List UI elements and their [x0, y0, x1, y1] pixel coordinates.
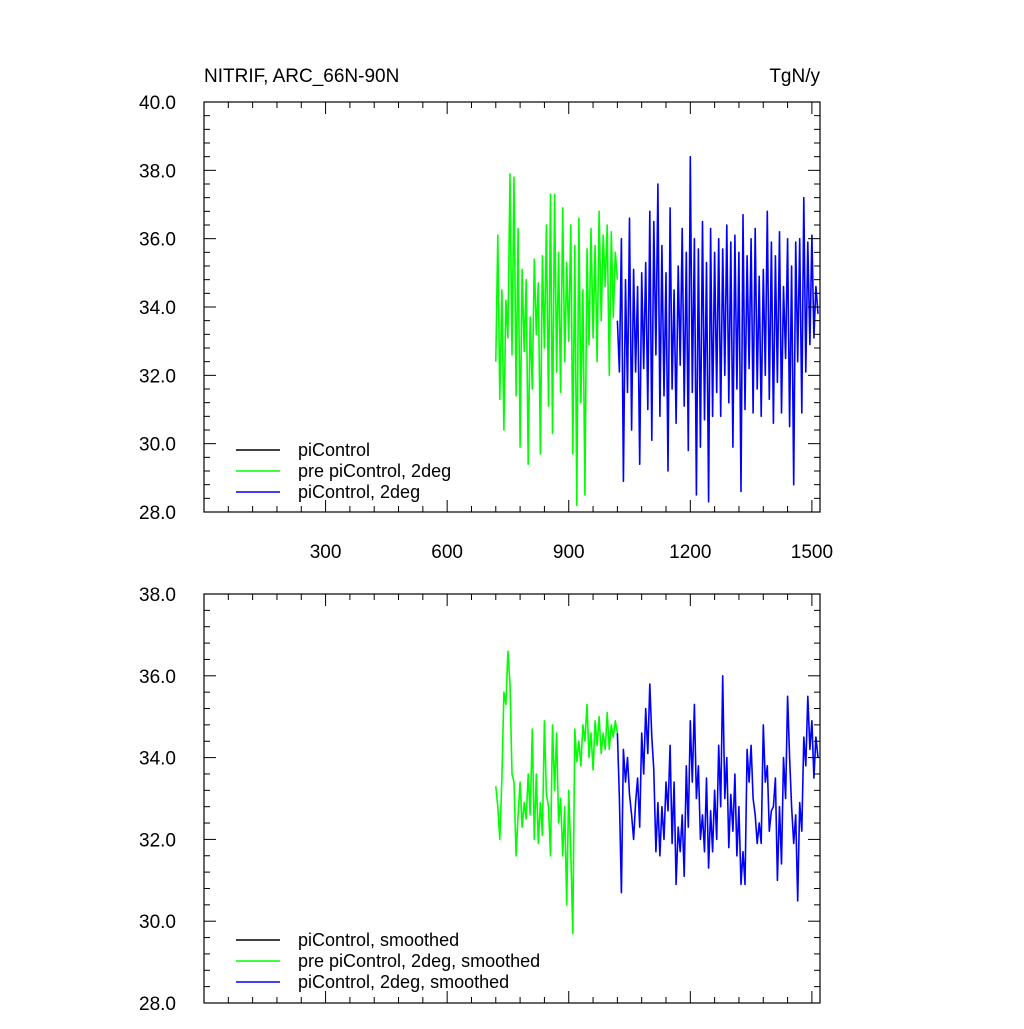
- top-legend-label: piControl: [298, 440, 370, 460]
- top-y-tick-label: 32.0: [139, 366, 176, 387]
- top-x-tick-label: 300: [310, 542, 342, 563]
- bottom-legend-label: piControl, smoothed: [298, 930, 459, 950]
- top-x-tick-label: 900: [553, 542, 585, 563]
- bottom-series-lines: [495, 650, 819, 935]
- bottom-y-tick-label: 28.0: [139, 994, 176, 1015]
- bottom-series-line-1: [495, 650, 619, 935]
- chart-title: NITRIF, ARC_66N-90N: [204, 66, 399, 87]
- bottom-panel: 28.0 30.0 32.0 34.0 36.0 38.0 piControl, smoo…: [139, 585, 821, 1015]
- top-panel: NITRIF, ARC_66N-90N TgN/y 28.0 30.0 32.0 34…: [139, 66, 833, 563]
- top-y-tick-label: 38.0: [139, 161, 176, 182]
- top-series-line-2: [616, 155, 819, 503]
- top-x-tick-label: 1200: [669, 542, 711, 563]
- units-label: TgN/y: [769, 66, 820, 87]
- bottom-axes: 28.0 30.0 32.0 34.0 36.0 38.0: [139, 585, 821, 1015]
- top-x-tick-label: 1500: [791, 542, 833, 563]
- top-y-tick-label: 30.0: [139, 435, 176, 456]
- top-y-tick-label: 28.0: [139, 503, 176, 524]
- top-series-line-1: [495, 173, 619, 506]
- bottom-y-tick-label: 36.0: [139, 667, 176, 688]
- bottom-y-tick-label: 38.0: [139, 585, 176, 606]
- bottom-plot-frame: [203, 593, 821, 1004]
- bottom-y-tick-label: 30.0: [139, 912, 176, 933]
- top-x-tick-label: 600: [431, 542, 463, 563]
- bottom-series-line-2: [616, 675, 819, 902]
- top-y-tick-label: 34.0: [139, 298, 176, 319]
- bottom-legend-label: pre piControl, 2deg, smoothed: [298, 951, 540, 971]
- top-legend-label: pre piControl, 2deg: [298, 461, 451, 481]
- top-legend-label: piControl, 2deg: [298, 482, 420, 502]
- bottom-y-tick-label: 32.0: [139, 830, 176, 851]
- bottom-legend-label: piControl, 2deg, smoothed: [298, 972, 509, 992]
- top-axes: 28.0 30.0 32.0 34.0 36.0 38.0 40.0 300 600 900 120…: [139, 93, 833, 563]
- top-series-lines: [495, 155, 819, 506]
- top-y-tick-label: 40.0: [139, 93, 176, 114]
- top-y-tick-label: 36.0: [139, 230, 176, 251]
- bottom-y-tick-label: 34.0: [139, 749, 176, 770]
